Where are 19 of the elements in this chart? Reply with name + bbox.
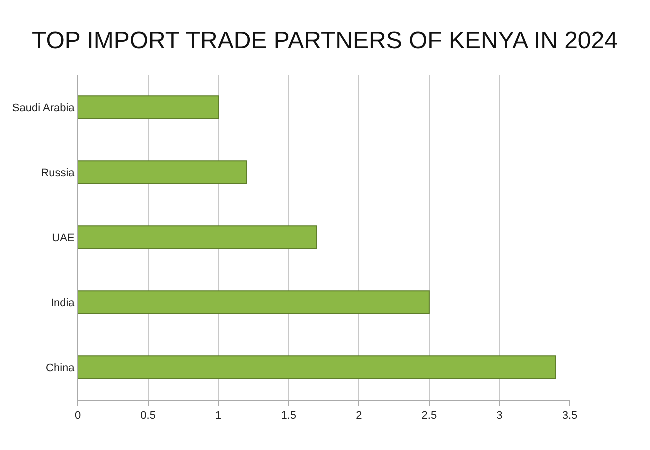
- x-tick-label: 0: [74, 410, 82, 422]
- y-tick-label: Saudi Arabia: [12, 102, 76, 114]
- x-tick-label: 1: [216, 410, 222, 422]
- bar: [78, 160, 248, 184]
- y-tick-label: India: [50, 297, 76, 310]
- x-tick-label: 2.5: [422, 410, 438, 422]
- y-tick-label: China: [46, 362, 76, 374]
- x-tick-label: 3: [496, 410, 503, 422]
- bar: [78, 356, 556, 380]
- x-tick-label: 1.5: [281, 410, 297, 422]
- x-tick-label: 2: [356, 410, 362, 422]
- bar: [78, 290, 430, 314]
- y-tick-label: UAE: [52, 232, 75, 244]
- chart-title: TOP IMPORT TRADE PARTNERS OF KENYA IN 2024: [32, 27, 618, 54]
- x-tick-label: 3.5: [562, 410, 578, 422]
- bar: [78, 226, 318, 250]
- bar: [78, 96, 220, 120]
- y-tick-label: Russia: [41, 167, 76, 180]
- x-tick-label: 0.5: [140, 410, 156, 422]
